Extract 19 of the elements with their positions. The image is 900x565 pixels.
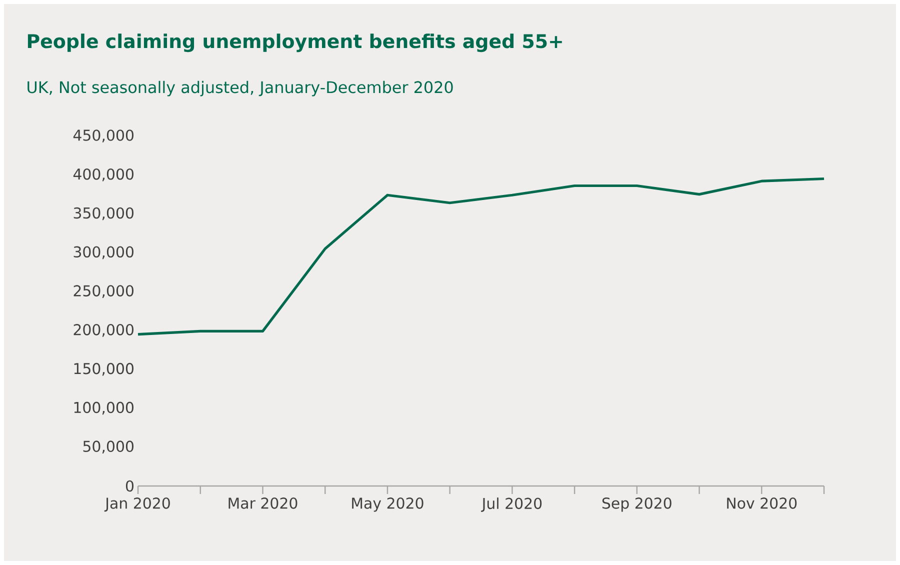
y-tick-label: 350,000 (74, 207, 134, 220)
chart-subtitle: UK, Not seasonally adjusted, January-December 2020 (28, 80, 453, 96)
chart-title: People claiming unemployment benefits aged 55+ (28, 34, 562, 52)
y-tick-label: 250,000 (74, 285, 134, 298)
y-tick-label: 0 (126, 480, 134, 492)
x-tick-label: Mar 2020 (228, 498, 298, 509)
x-tick-label: May 2020 (352, 498, 424, 512)
y-tick-label: 200,000 (74, 324, 134, 337)
x-tick-label: Jan 2020 (104, 498, 170, 512)
x-tick-label: Nov 2020 (727, 498, 797, 509)
y-tick-label: 150,000 (74, 362, 134, 376)
y-tick-label: 400,000 (73, 168, 134, 182)
x-tick-label: Sep 2020 (602, 498, 672, 512)
line-series (136, 177, 826, 336)
y-tick-label: 50,000 (83, 440, 134, 454)
x-tick-label: Jul 2020 (481, 498, 542, 512)
y-tick-label: 300,000 (74, 246, 134, 260)
y-tick-label: 100,000 (74, 402, 134, 415)
y-tick-label: 450,000 (73, 130, 134, 142)
